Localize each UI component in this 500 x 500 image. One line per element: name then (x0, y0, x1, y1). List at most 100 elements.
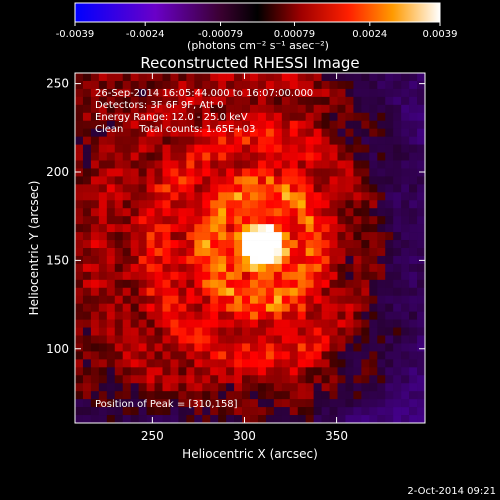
heatmap-cell (194, 232, 203, 241)
heatmap-cell (250, 120, 259, 129)
heatmap-cell (393, 248, 402, 257)
heatmap-cell (218, 335, 227, 344)
heatmap-cell (273, 224, 283, 233)
heatmap-cell (138, 73, 147, 82)
heatmap-cell (385, 120, 394, 129)
heatmap-cell (162, 351, 171, 360)
heatmap-cell (369, 287, 378, 297)
heatmap-cell (178, 208, 187, 217)
heatmap-cell (417, 208, 425, 217)
heatmap-cell (297, 184, 306, 193)
heatmap-cell (210, 128, 219, 137)
heatmap-cell (257, 375, 267, 384)
heatmap-cell (242, 359, 251, 368)
heatmap-cell (186, 271, 195, 281)
heatmap-cell (218, 120, 227, 129)
heatmap-cell (130, 136, 139, 145)
heatmap-cell (281, 160, 291, 169)
heatmap-cell (202, 367, 211, 376)
heatmap-cell (106, 152, 116, 161)
heatmap-cell (186, 367, 195, 376)
heatmap-cell (377, 96, 386, 106)
heatmap-cell (218, 80, 227, 90)
heatmap-cell (369, 168, 378, 177)
heatmap-cell (178, 176, 187, 185)
heatmap-cell (202, 88, 211, 98)
heatmap-cell (265, 311, 275, 320)
heatmap-cell (321, 303, 330, 312)
heatmap-cell (170, 232, 179, 241)
heatmap-cell (218, 104, 227, 114)
heatmap-cell (114, 319, 124, 328)
heatmap-cell (417, 399, 425, 408)
heatmap-cell (361, 343, 370, 352)
heatmap-cell (130, 128, 139, 137)
heatmap-cell (345, 192, 354, 201)
heatmap-cell (210, 168, 219, 177)
heatmap-cell (297, 327, 306, 336)
heatmap-cell (297, 160, 306, 169)
heatmap-cell (218, 391, 227, 400)
heatmap-cell (202, 96, 211, 106)
heatmap-cell (162, 303, 171, 312)
heatmap-cell (154, 200, 163, 209)
heatmap-cell (385, 335, 394, 344)
heatmap-cell (401, 271, 410, 281)
heatmap-cell (114, 343, 124, 352)
heatmap-cell (114, 351, 124, 360)
heatmap-cell (273, 327, 283, 336)
heatmap-cell (361, 176, 370, 185)
heatmap-cell (202, 168, 211, 177)
heatmap-cell (162, 319, 171, 328)
heatmap-cell (170, 128, 179, 137)
heatmap-cell (265, 168, 275, 177)
heatmap-cell (313, 192, 322, 201)
heatmap-cell (218, 351, 227, 360)
heatmap-cell (297, 303, 306, 312)
heatmap-cell (273, 104, 283, 114)
heatmap-cell (305, 104, 314, 114)
heatmap-cell (178, 96, 187, 106)
heatmap-cell (194, 263, 203, 273)
heatmap-cell (250, 367, 259, 376)
heatmap-cell (122, 263, 131, 273)
heatmap-cell (377, 287, 386, 297)
heatmap-cell (122, 88, 131, 98)
heatmap-cell (122, 224, 131, 233)
heatmap-cell (178, 343, 187, 352)
heatmap-cell (321, 80, 330, 90)
heatmap-cell (393, 263, 402, 273)
heatmap-cell (146, 152, 155, 161)
heatmap-cell (98, 96, 108, 106)
heatmap-cell (321, 279, 330, 289)
heatmap-cell (401, 295, 410, 304)
heatmap-cell (393, 375, 402, 384)
heatmap-cell (226, 303, 235, 312)
heatmap-cell (250, 351, 259, 360)
heatmap-cell (162, 279, 171, 289)
heatmap-cell (82, 232, 92, 241)
heatmap-cell (321, 327, 330, 336)
heatmap-cell (289, 255, 299, 265)
heatmap-cell (114, 160, 124, 169)
heatmap-cell (297, 295, 306, 304)
heatmap-cell (273, 399, 283, 408)
heatmap-cell (361, 200, 370, 209)
energy-range-label: Energy Range: 12.0 - 25.0 keV (95, 112, 248, 123)
heatmap-cell (417, 200, 425, 209)
heatmap-cell (170, 96, 179, 106)
y-tick-label: 150 (46, 253, 69, 267)
heatmap-cell (345, 88, 354, 98)
heatmap-cell (146, 415, 155, 423)
heatmap-cell (75, 375, 84, 384)
heatmap-cell (202, 128, 211, 137)
heatmap-cell (313, 216, 322, 225)
heatmap-cell (377, 128, 386, 137)
heatmap-cell (138, 104, 147, 114)
heatmap-cell (273, 248, 283, 257)
heatmap-cell (401, 224, 410, 233)
heatmap-cell (90, 144, 100, 153)
heatmap-cell (289, 224, 299, 233)
heatmap-cell (90, 295, 100, 304)
heatmap-cell (90, 311, 100, 320)
